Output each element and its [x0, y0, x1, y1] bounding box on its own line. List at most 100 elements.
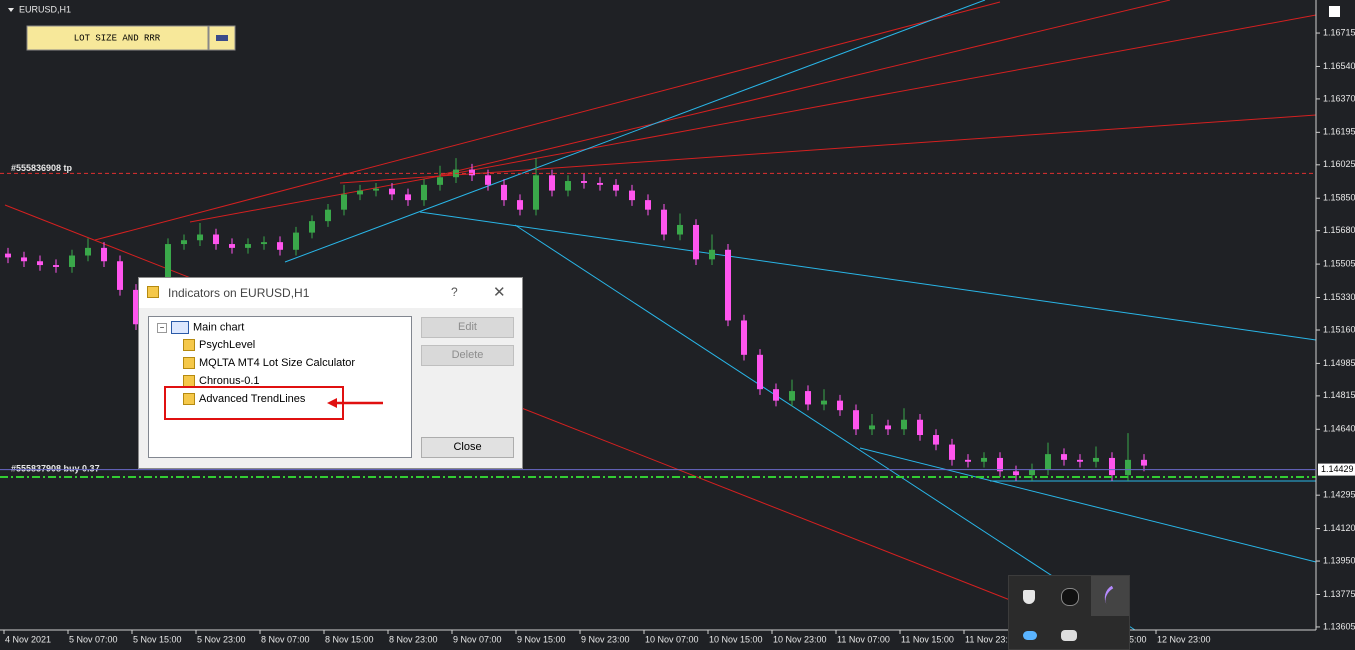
candle-body — [437, 177, 443, 185]
time-label: 10 Nov 15:00 — [709, 634, 763, 644]
tray-icon[interactable] — [1061, 588, 1079, 606]
candle-body — [629, 190, 635, 201]
candle-body — [517, 200, 523, 210]
tree-item-label: Advanced TrendLines — [199, 393, 306, 405]
candle-body — [69, 255, 75, 267]
time-label: 5 Nov 23:00 — [197, 634, 246, 644]
help-button[interactable]: ? — [451, 285, 458, 299]
time-label: 8 Nov 15:00 — [325, 634, 374, 644]
candle-body — [213, 234, 219, 245]
candle-body — [277, 242, 283, 250]
trend-lines — [4, 0, 1317, 631]
price-label: 1.15850 — [1323, 193, 1355, 203]
button-icon — [216, 35, 228, 41]
candle-body — [661, 209, 667, 235]
price-label: 1.13950 — [1323, 555, 1355, 565]
close-icon[interactable]: ✕ — [493, 284, 506, 301]
system-tray — [1008, 575, 1130, 650]
candle-body — [581, 181, 587, 183]
candle-body — [357, 190, 363, 195]
indicator-icon — [183, 357, 195, 370]
tree-item[interactable]: Chronus-0.1 — [183, 375, 260, 388]
candle-body — [1125, 459, 1131, 476]
candle-body — [485, 175, 491, 185]
tree-root[interactable]: − Main chart — [157, 321, 244, 334]
candle-body — [501, 184, 507, 201]
candle-body — [197, 234, 203, 241]
trend-line — [514, 224, 1136, 631]
axes: 1.16715 1.16540 1.16370 1.16195 1.16025 1.158… — [0, 27, 1355, 644]
dialog-title: Indicators on EURUSD,H1 — [168, 286, 310, 300]
tree-item[interactable]: Advanced TrendLines — [183, 393, 306, 406]
current-price: 1.14429 — [1321, 464, 1354, 474]
candle-body — [1045, 454, 1051, 470]
time-label: 9 Nov 07:00 — [453, 634, 502, 644]
candle-body — [757, 354, 763, 390]
price-label: 1.14120 — [1323, 523, 1355, 533]
candle-body — [741, 320, 747, 355]
candle-body — [1141, 459, 1147, 466]
candle-body — [261, 242, 267, 245]
order-label: #555837908 buy 0.37 — [11, 463, 100, 473]
candle-body — [181, 240, 187, 245]
candle-body — [245, 244, 251, 248]
order-label: #555836908 tp — [11, 163, 73, 173]
tray-icon[interactable] — [1061, 630, 1077, 641]
time-label: 5 Nov 07:00 — [69, 634, 118, 644]
time-label: 11 Nov 15:00 — [901, 634, 954, 644]
candle-body — [229, 244, 235, 248]
window-icon — [1329, 6, 1340, 17]
dialog-titlebar: Indicators on EURUSD,H1 ? ✕ — [139, 278, 522, 308]
candle-body — [37, 261, 43, 266]
candle-body — [533, 175, 539, 210]
candle-body — [1061, 454, 1067, 460]
price-label: 1.16715 — [1323, 27, 1355, 37]
indicator-icon — [183, 393, 195, 406]
price-label: 1.13775 — [1323, 589, 1355, 599]
trend-line — [189, 14, 1317, 223]
tree-item[interactable]: MQLTA MT4 Lot Size Calculator — [183, 357, 356, 370]
lot-size-button[interactable] — [26, 25, 209, 51]
tray-icon[interactable] — [1023, 590, 1035, 604]
highlight-box — [164, 386, 344, 420]
time-label: 8 Nov 07:00 — [261, 634, 310, 644]
price-label: 1.15330 — [1323, 292, 1355, 302]
candle-body — [853, 410, 859, 430]
candle-body — [869, 425, 875, 430]
tree-item[interactable]: PsychLevel — [183, 339, 256, 352]
price-label: 1.15160 — [1323, 324, 1355, 334]
price-label: 1.14295 — [1323, 490, 1355, 500]
tree-item-label: MQLTA MT4 Lot Size Calculator — [199, 357, 356, 369]
candle-body — [709, 249, 715, 260]
price-label: 1.14815 — [1323, 390, 1355, 400]
red-arrow — [327, 398, 383, 408]
candle-body — [21, 257, 27, 262]
trend-line — [419, 211, 1317, 341]
candle-body — [309, 221, 315, 233]
candle-body — [53, 265, 59, 267]
price-label: 1.13605 — [1323, 621, 1355, 631]
candle-body — [773, 389, 779, 401]
edit-button[interactable]: Edit — [421, 317, 514, 338]
candle-body — [933, 435, 939, 445]
candle-body — [1029, 469, 1035, 476]
tree-item-label: Chronus-0.1 — [199, 375, 260, 387]
candle-body — [1077, 459, 1083, 462]
tray-icon[interactable] — [1091, 576, 1129, 616]
close-button[interactable]: Close — [421, 437, 514, 458]
time-label: 10 Nov 07:00 — [645, 634, 699, 644]
candle-body — [421, 184, 427, 201]
tree-root-label: Main chart — [193, 321, 245, 334]
candle-body — [85, 247, 91, 256]
tree-item-label: PsychLevel — [199, 339, 256, 351]
candle-body — [405, 194, 411, 201]
candle-body — [389, 188, 395, 195]
price-label: 1.14985 — [1323, 358, 1355, 368]
trend-line — [339, 114, 1317, 184]
delete-button[interactable]: Delete — [421, 345, 514, 366]
chart-symbol: EURUSD,H1 — [19, 4, 71, 14]
candle-body — [917, 419, 923, 436]
tray-icon[interactable] — [1023, 631, 1037, 640]
candle-body — [981, 457, 987, 462]
